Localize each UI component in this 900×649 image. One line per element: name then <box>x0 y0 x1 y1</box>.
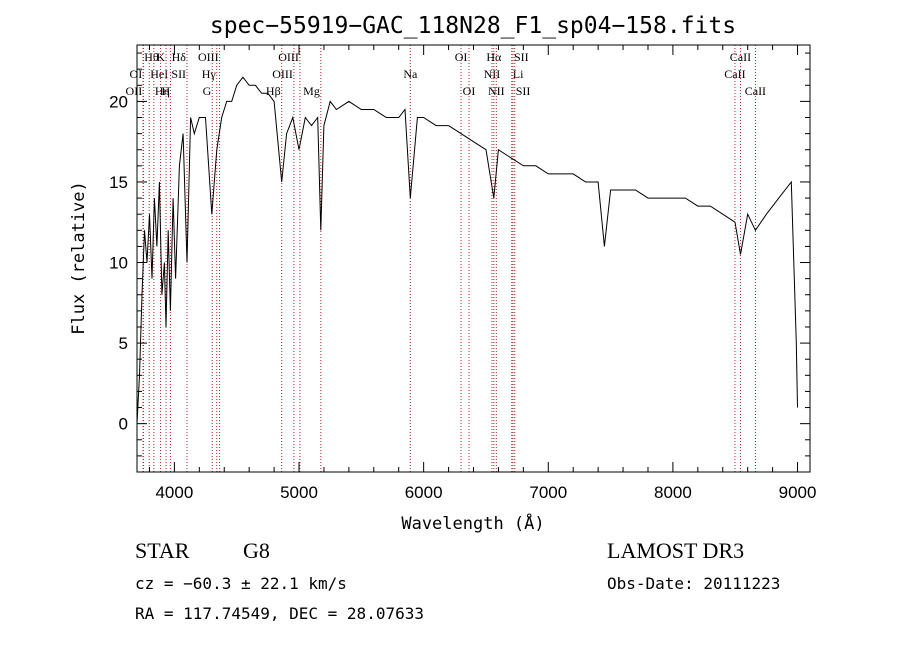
line-label: NII <box>484 67 501 81</box>
survey-name: LAMOST DR3 <box>607 538 745 563</box>
line-label: OIII <box>198 50 219 64</box>
spectrum-line <box>136 76 798 424</box>
emission-line-markers: HθOIOIIHeIHηHKSIIHδGHγOIIIHβOIIIOIIIMgNa… <box>126 45 766 472</box>
redshift-readout: cz = −60.3 ± 22.1 km/s <box>135 574 347 593</box>
x-tick-label: 8000 <box>654 483 692 502</box>
x-tick-label: 7000 <box>529 483 567 502</box>
line-label: CaII <box>724 67 745 81</box>
line-label: Mg <box>303 84 320 98</box>
y-tick-label: 0 <box>119 415 128 434</box>
line-label: G <box>203 84 212 98</box>
line-label: Na <box>403 67 418 81</box>
x-tick-label: 4000 <box>155 483 193 502</box>
line-label: SII <box>516 84 531 98</box>
line-label: OI <box>130 67 143 81</box>
line-label: Li <box>513 67 524 81</box>
line-label: SII <box>514 50 529 64</box>
line-label: K <box>156 50 165 64</box>
line-label: NII <box>488 84 505 98</box>
chart-title: spec−55919−GAC_118N28_F1_sp04−158.fits <box>210 13 736 39</box>
x-tick-label: 9000 <box>779 483 817 502</box>
line-label: Hβ <box>266 84 281 98</box>
x-tick-label: 5000 <box>280 483 318 502</box>
line-label: OI <box>463 84 476 98</box>
y-tick-label: 20 <box>109 92 128 111</box>
y-tick-label: 5 <box>119 334 128 353</box>
y-axis-label: Flux (relative) <box>69 181 89 335</box>
line-label: OIII <box>278 50 299 64</box>
line-label: OIII <box>272 67 293 81</box>
axis-ticks: 4000 5000 6000 7000 8000 9000 0 5 10 15 20 <box>109 45 816 502</box>
line-label: HeI <box>150 67 168 81</box>
plot-frame <box>136 44 811 473</box>
line-label: OII <box>126 84 143 98</box>
x-tick-label: 6000 <box>405 483 443 502</box>
coordinates: RA = 117.74549, DEC = 28.07633 <box>135 604 424 623</box>
x-axis-label: Wavelength (Å) <box>401 512 544 534</box>
line-label: Hδ <box>172 50 187 64</box>
y-tick-label: 15 <box>109 173 128 192</box>
line-label: OI <box>455 50 468 64</box>
line-label: Hθ <box>144 50 159 64</box>
obs-date: Obs-Date: 20111223 <box>607 574 781 593</box>
line-label: SII <box>171 67 186 81</box>
object-class: STAR <box>135 538 190 563</box>
line-label: CaII <box>730 50 751 64</box>
line-label: Hα <box>486 50 502 64</box>
object-subclass: G8 <box>243 538 270 563</box>
line-label: CaII <box>745 84 766 98</box>
line-label: Hγ <box>202 67 217 81</box>
y-tick-label: 10 <box>109 254 128 273</box>
